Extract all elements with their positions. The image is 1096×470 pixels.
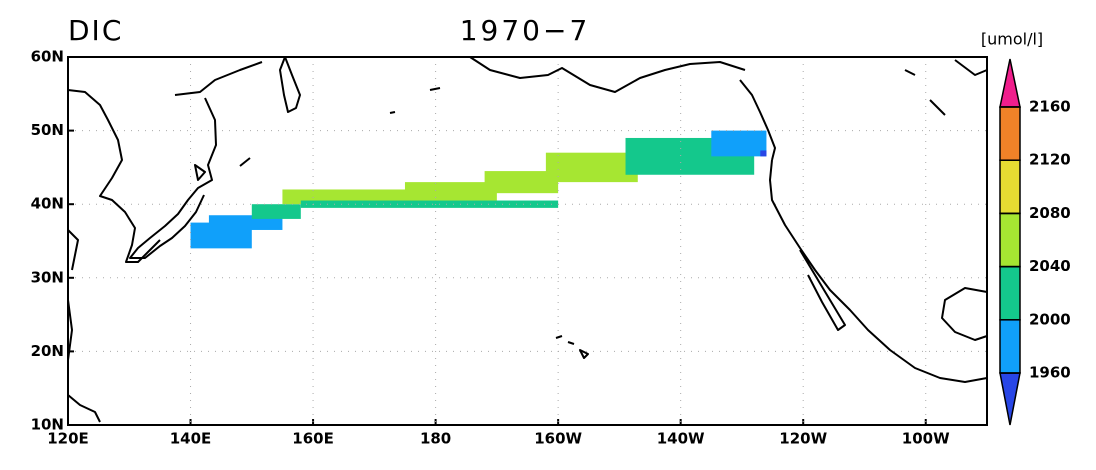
colorbar-tick-label: 2040 <box>1029 257 1071 275</box>
x-tick-label: 160W <box>534 430 582 448</box>
colorbar-bin <box>999 212 1021 268</box>
data-cell <box>251 204 301 219</box>
data-cell <box>282 189 424 205</box>
x-tick-label: 140E <box>170 430 212 448</box>
colorbar-bin <box>999 159 1021 215</box>
coastlines <box>67 56 988 423</box>
colorbar-tick-label: 2160 <box>1029 98 1071 116</box>
subtitle: 1970−7 <box>460 14 591 47</box>
colorbar-tick-label: 2080 <box>1029 204 1071 222</box>
colorbar-tick-label: 2000 <box>1029 310 1071 328</box>
y-tick-label: 10N <box>31 416 64 434</box>
coast-north-america <box>769 59 988 383</box>
plot-frame <box>67 56 988 426</box>
y-tick-label: 20N <box>31 342 64 360</box>
colorbar-tick-label: 2120 <box>1029 151 1071 169</box>
colorbar-bin <box>999 265 1021 321</box>
y-tick-label: 30N <box>31 268 64 286</box>
y-tick-label: 60N <box>31 48 64 66</box>
data-cell <box>711 130 767 157</box>
x-tick-label: 140W <box>657 430 705 448</box>
x-tick-label: 180 <box>420 430 451 448</box>
data-layer <box>190 130 767 249</box>
colorbar-label: [umol/l] <box>981 30 1043 49</box>
data-cell <box>404 182 497 201</box>
colorbar: 1960 2000 2040 2080 2120 2160 <box>999 58 1071 426</box>
x-tick-label: 120E <box>47 430 89 448</box>
colorbar-extend-high <box>999 58 1021 108</box>
colorbar-bin <box>999 106 1021 161</box>
title: DIC <box>68 14 123 47</box>
colorbar-tick-label: 1960 <box>1029 364 1071 382</box>
coast-alaska <box>389 56 776 161</box>
coast-japan <box>129 97 251 259</box>
y-tick-label: 40N <box>31 195 64 213</box>
coast-asia <box>67 89 161 423</box>
x-tick-label: 160E <box>292 430 334 448</box>
data-cell <box>484 171 559 194</box>
colorbar-bin <box>999 319 1021 374</box>
coast-hawaii <box>555 335 589 359</box>
x-tick-label: 100W <box>902 430 950 448</box>
y-tick-label: 50N <box>31 121 64 139</box>
coast-kamchatka <box>174 56 301 113</box>
data-cell <box>300 200 559 208</box>
data-cell <box>208 215 283 230</box>
data-cell <box>545 152 638 183</box>
data-cell <box>760 150 767 157</box>
colorbar-extend-low <box>999 372 1021 426</box>
x-tick-label: 120W <box>779 430 827 448</box>
